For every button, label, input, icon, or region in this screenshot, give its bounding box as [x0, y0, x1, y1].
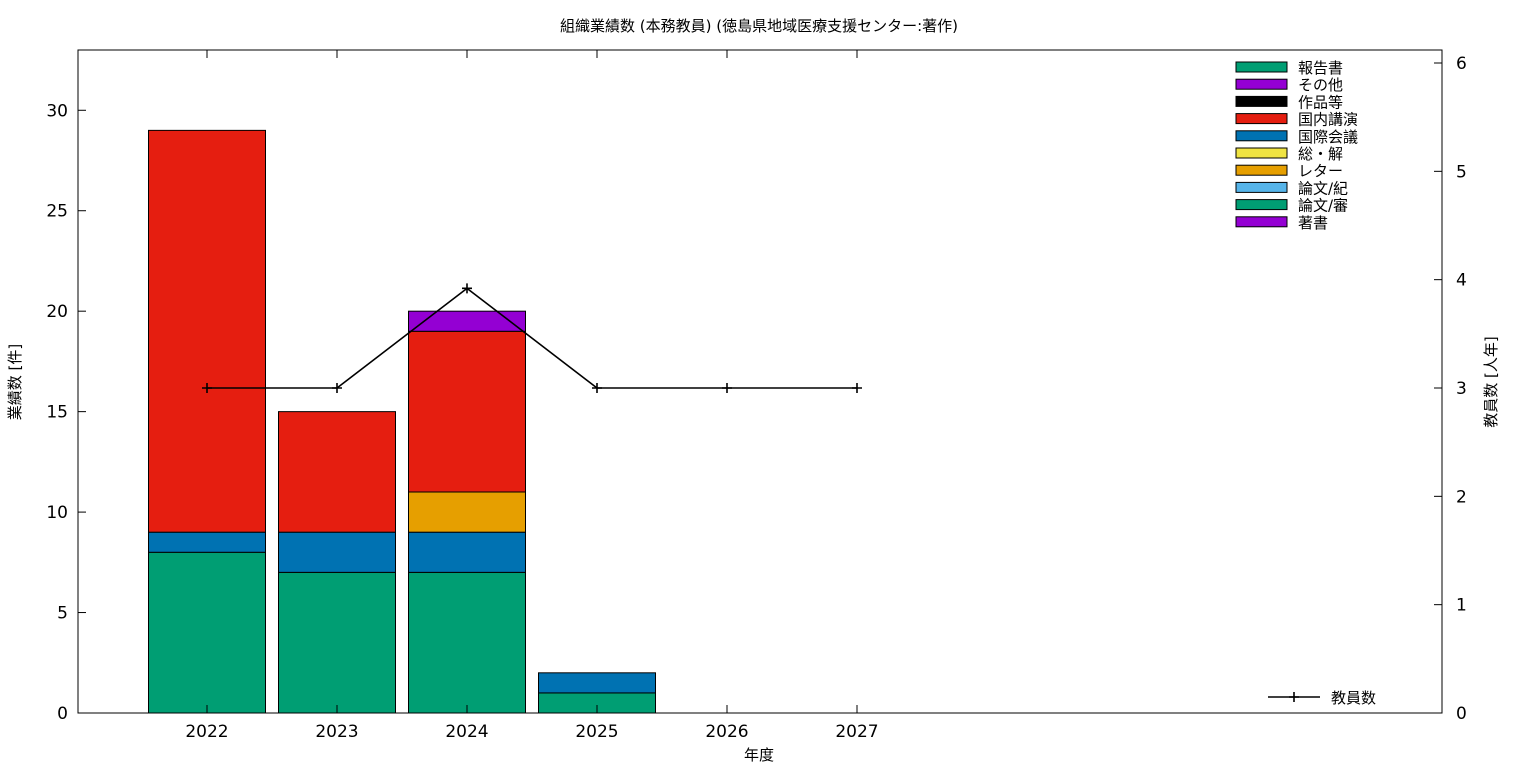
x-axis-label: 年度 [744, 746, 774, 764]
legend-label: 著書 [1298, 214, 1328, 232]
bar-2024-2 [408, 491, 526, 533]
legend-label: 総・解 [1298, 145, 1343, 163]
line-point [462, 283, 472, 294]
y-tick-label: 0 [57, 704, 68, 724]
legend-line-label: 教員数 [1331, 689, 1376, 707]
y-tick-label: 25 [46, 202, 68, 222]
legend-swatch-1 [1235, 78, 1288, 90]
legend-swatch-8 [1235, 199, 1288, 211]
legend-label: 論文/審 [1298, 197, 1348, 215]
legend-swatch-2 [1235, 95, 1288, 107]
x-tick-label: 2027 [835, 722, 878, 742]
bar-2022-0 [148, 551, 266, 714]
bar-2023-1 [278, 531, 396, 573]
y2-tick-label: 1 [1456, 596, 1467, 616]
line-point [332, 383, 342, 393]
bar-2024-4 [408, 310, 526, 332]
y-tick-label: 15 [46, 403, 68, 423]
y-tick-label: 10 [46, 503, 68, 523]
y-tick-label: 30 [46, 101, 68, 121]
legend-swatch-3 [1235, 113, 1288, 125]
line-point [592, 383, 602, 393]
x-tick-label: 2026 [705, 722, 748, 742]
line-point [722, 383, 732, 393]
bar-2022-3 [148, 129, 266, 533]
line-faculty [207, 287, 857, 389]
legend-swatch-4 [1235, 130, 1288, 142]
x-tick-label: 2023 [315, 722, 358, 742]
legend-swatch-0 [1235, 61, 1288, 73]
x-tick-label: 2022 [185, 722, 228, 742]
legend-line-marker [1289, 692, 1299, 702]
bar-2025-1 [538, 672, 656, 694]
y2-tick-label: 3 [1456, 379, 1467, 399]
y-axis-label: 業績数 [件] [6, 344, 24, 420]
legend-label: 報告書 [1298, 59, 1343, 77]
legend-label: 国内講演 [1298, 111, 1358, 129]
legend-label: 論文/紀 [1298, 179, 1348, 197]
bar-2024-0 [408, 571, 526, 714]
y-tick-label: 20 [46, 302, 68, 322]
bar-2023-3 [278, 411, 396, 533]
x-tick-label: 2024 [445, 722, 488, 742]
y2-tick-label: 5 [1456, 162, 1467, 182]
line-point [852, 383, 862, 393]
plot-frame [77, 49, 1443, 714]
bar-2023-0 [278, 571, 396, 714]
legend-swatch-5 [1235, 147, 1288, 159]
legend-swatch-7 [1235, 181, 1288, 193]
line-point [202, 383, 212, 393]
legend-swatch-6 [1235, 164, 1288, 176]
bar-2022-1 [148, 531, 266, 553]
y2-tick-label: 6 [1456, 54, 1467, 74]
y2-tick-label: 2 [1456, 487, 1467, 507]
chart-title: 組織業績数 (本務教員) (徳島県地域医療支援センター:著作) [560, 17, 958, 35]
legend-label: その他 [1298, 76, 1343, 94]
x-tick-label: 2025 [575, 722, 618, 742]
legend-label: 作品等 [1298, 93, 1343, 111]
y2-tick-label: 4 [1456, 271, 1467, 291]
legend-label: レター [1298, 162, 1343, 180]
bar-2024-1 [408, 531, 526, 573]
y-tick-label: 5 [57, 604, 68, 624]
legend-label: 国際会議 [1298, 128, 1358, 146]
y2-axis-label: 教員数 [人年] [1482, 336, 1500, 427]
y2-tick-label: 0 [1456, 704, 1467, 724]
bar-2024-3 [408, 330, 526, 493]
legend-swatch-9 [1235, 216, 1288, 228]
